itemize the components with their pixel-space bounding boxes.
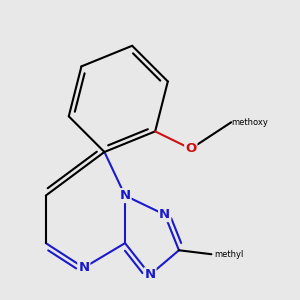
- Text: methoxy: methoxy: [231, 118, 268, 127]
- Text: N: N: [119, 189, 130, 202]
- Text: methyl: methyl: [214, 250, 244, 259]
- Text: O: O: [185, 142, 196, 155]
- Text: N: N: [159, 208, 170, 221]
- Text: N: N: [78, 261, 89, 274]
- Text: N: N: [144, 268, 156, 281]
